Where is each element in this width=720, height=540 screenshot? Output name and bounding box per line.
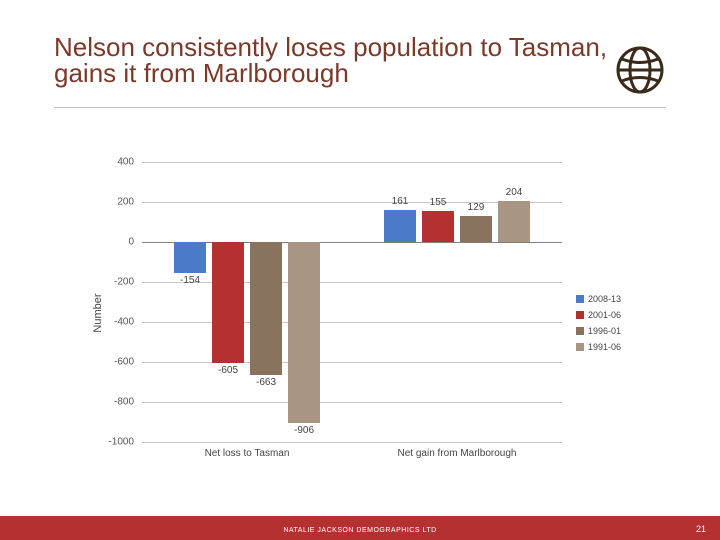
bar-value-label: -663 xyxy=(246,377,286,388)
bar xyxy=(422,211,454,242)
bar-value-label: -154 xyxy=(170,275,210,286)
legend-item: 1991-06 xyxy=(576,342,638,352)
bar-value-label: 129 xyxy=(456,202,496,213)
legend-swatch xyxy=(576,343,584,351)
legend: 2008-13 2001-06 1996-01 1991-06 xyxy=(576,294,638,358)
y-tick-label: -400 xyxy=(100,317,134,328)
bar-value-label: -605 xyxy=(208,365,248,376)
y-tick-label: 0 xyxy=(100,237,134,248)
bar xyxy=(212,242,244,363)
y-tick-label: 400 xyxy=(100,157,134,168)
footer-credit: NATALIE JACKSON DEMOGRAPHICS LTD xyxy=(283,527,436,534)
chart: Number -154-605-663-906Net loss to Tasma… xyxy=(108,162,638,464)
legend-swatch xyxy=(576,295,584,303)
bar-value-label: -906 xyxy=(284,425,324,436)
bar xyxy=(384,210,416,242)
legend-label: 2008-13 xyxy=(588,294,621,304)
bar xyxy=(174,242,206,273)
y-tick-label: -200 xyxy=(100,277,134,288)
bar xyxy=(250,242,282,375)
grid-line xyxy=(142,362,562,363)
page-number: 21 xyxy=(696,524,706,534)
bar-value-label: 155 xyxy=(418,197,458,208)
y-tick-label: -600 xyxy=(100,357,134,368)
bar-value-label: 161 xyxy=(380,196,420,207)
slide-title: Nelson consistently loses population to … xyxy=(54,34,666,86)
legend-swatch xyxy=(576,327,584,335)
x-category-label: Net loss to Tasman xyxy=(167,448,327,459)
legend-label: 1996-01 xyxy=(588,326,621,336)
x-category-label: Net gain from Marlborough xyxy=(377,448,537,459)
grid-line xyxy=(142,402,562,403)
bar xyxy=(498,201,530,242)
y-tick-label: 200 xyxy=(100,197,134,208)
legend-label: 2001-06 xyxy=(588,310,621,320)
grid-line xyxy=(142,162,562,163)
plot-area: -154-605-663-906Net loss to Tasman161155… xyxy=(142,162,562,442)
legend-item: 2001-06 xyxy=(576,310,638,320)
grid-line xyxy=(142,322,562,323)
y-tick-label: -1000 xyxy=(100,437,134,448)
slide: Nelson consistently loses population to … xyxy=(0,0,720,540)
legend-swatch xyxy=(576,311,584,319)
bar-value-label: 204 xyxy=(494,187,534,198)
title-underline xyxy=(54,107,666,108)
y-tick-label: -800 xyxy=(100,397,134,408)
grid-line xyxy=(142,442,562,443)
bar xyxy=(288,242,320,423)
legend-item: 1996-01 xyxy=(576,326,638,336)
globe-icon xyxy=(614,44,666,96)
title-row: Nelson consistently loses population to … xyxy=(54,34,666,86)
bar xyxy=(460,216,492,242)
legend-item: 2008-13 xyxy=(576,294,638,304)
legend-label: 1991-06 xyxy=(588,342,621,352)
